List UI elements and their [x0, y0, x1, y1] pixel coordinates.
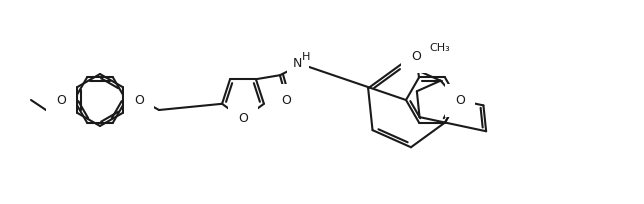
Text: O: O [56, 93, 66, 106]
Text: O: O [455, 93, 465, 106]
Text: N: N [293, 57, 303, 70]
Text: H: H [302, 52, 310, 62]
Text: CH₃: CH₃ [429, 43, 450, 53]
Text: O: O [134, 93, 144, 106]
Text: O: O [238, 112, 248, 125]
Text: O: O [281, 94, 291, 107]
Text: O: O [411, 50, 421, 63]
